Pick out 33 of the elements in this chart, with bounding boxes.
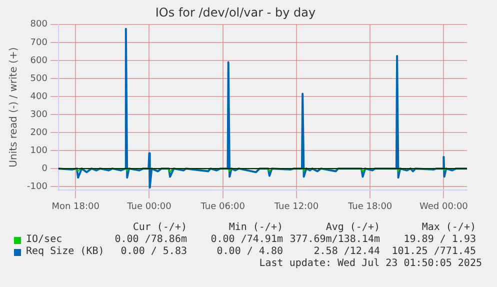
y-tick-label: 0	[42, 164, 48, 174]
y-tick-label: 800	[30, 20, 48, 30]
y-tick-label: 300	[30, 110, 48, 120]
y-tick-label: 100	[30, 146, 48, 156]
text: 0.00 / 4.80	[216, 246, 283, 257]
y-tick-label: 500	[30, 74, 48, 84]
y-tick-label: 400	[30, 92, 48, 102]
y-tick-label: 200	[30, 128, 48, 138]
y-tick-label: 700	[30, 38, 48, 48]
text: 0.00 / 5.83	[120, 246, 187, 257]
text: Avg (-/+)	[326, 222, 380, 233]
text: Last update: Wed Jul 23 01:50:05 2025	[259, 258, 482, 269]
text: 2.58 /12.44	[314, 246, 380, 257]
text: 19.89 / 1.93	[404, 234, 476, 245]
x-tick-label: Tue 12:00	[273, 202, 319, 212]
text: 0.00 /78.86m	[114, 234, 187, 245]
text: 377.69m/138.14m	[290, 234, 380, 245]
y-tick-label: 600	[30, 56, 48, 66]
legend-label: Req Size (KB)	[26, 246, 104, 257]
x-tick-label: Tue 06:00	[200, 202, 246, 212]
text: 101.25 /771.45	[392, 246, 476, 257]
x-tick-label: Tue 00:00	[126, 202, 172, 212]
x-tick-label: Tue 18:00	[346, 202, 392, 212]
y-tick-label: -100	[26, 182, 48, 192]
x-tick-label: Mon 18:00	[52, 202, 100, 212]
text: Cur (-/+)	[132, 222, 187, 233]
text: 0.00 /74.91m	[210, 234, 283, 245]
chart-title: IOs for /dev/ol/var - by day	[155, 5, 316, 20]
text: Max (-/+)	[422, 222, 476, 233]
text: Min (-/+)	[228, 222, 283, 233]
legend-label: IO/sec	[26, 234, 62, 245]
x-tick-label: Wed 00:00	[419, 202, 468, 212]
y-axis-title: Units read (-) / write (+)	[8, 47, 20, 168]
